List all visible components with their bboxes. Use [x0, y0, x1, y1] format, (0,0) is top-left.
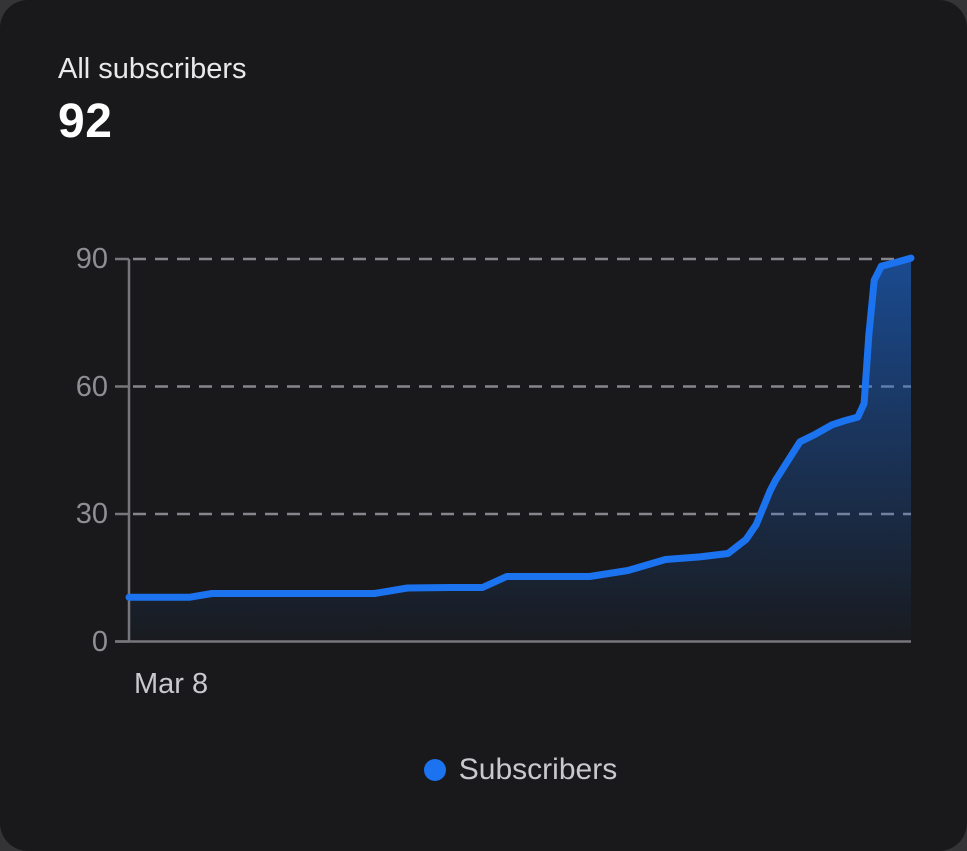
x-axis-label: Mar 8	[134, 668, 209, 700]
legend-label: Subscribers	[458, 753, 618, 786]
legend-dot-icon	[423, 759, 446, 781]
chart-legend[interactable]: Subscribers	[129, 752, 912, 788]
card-title: All subscribers	[58, 53, 247, 85]
card-header: All subscribers 92	[58, 52, 247, 148]
subscriber-count: 92	[58, 95, 113, 148]
